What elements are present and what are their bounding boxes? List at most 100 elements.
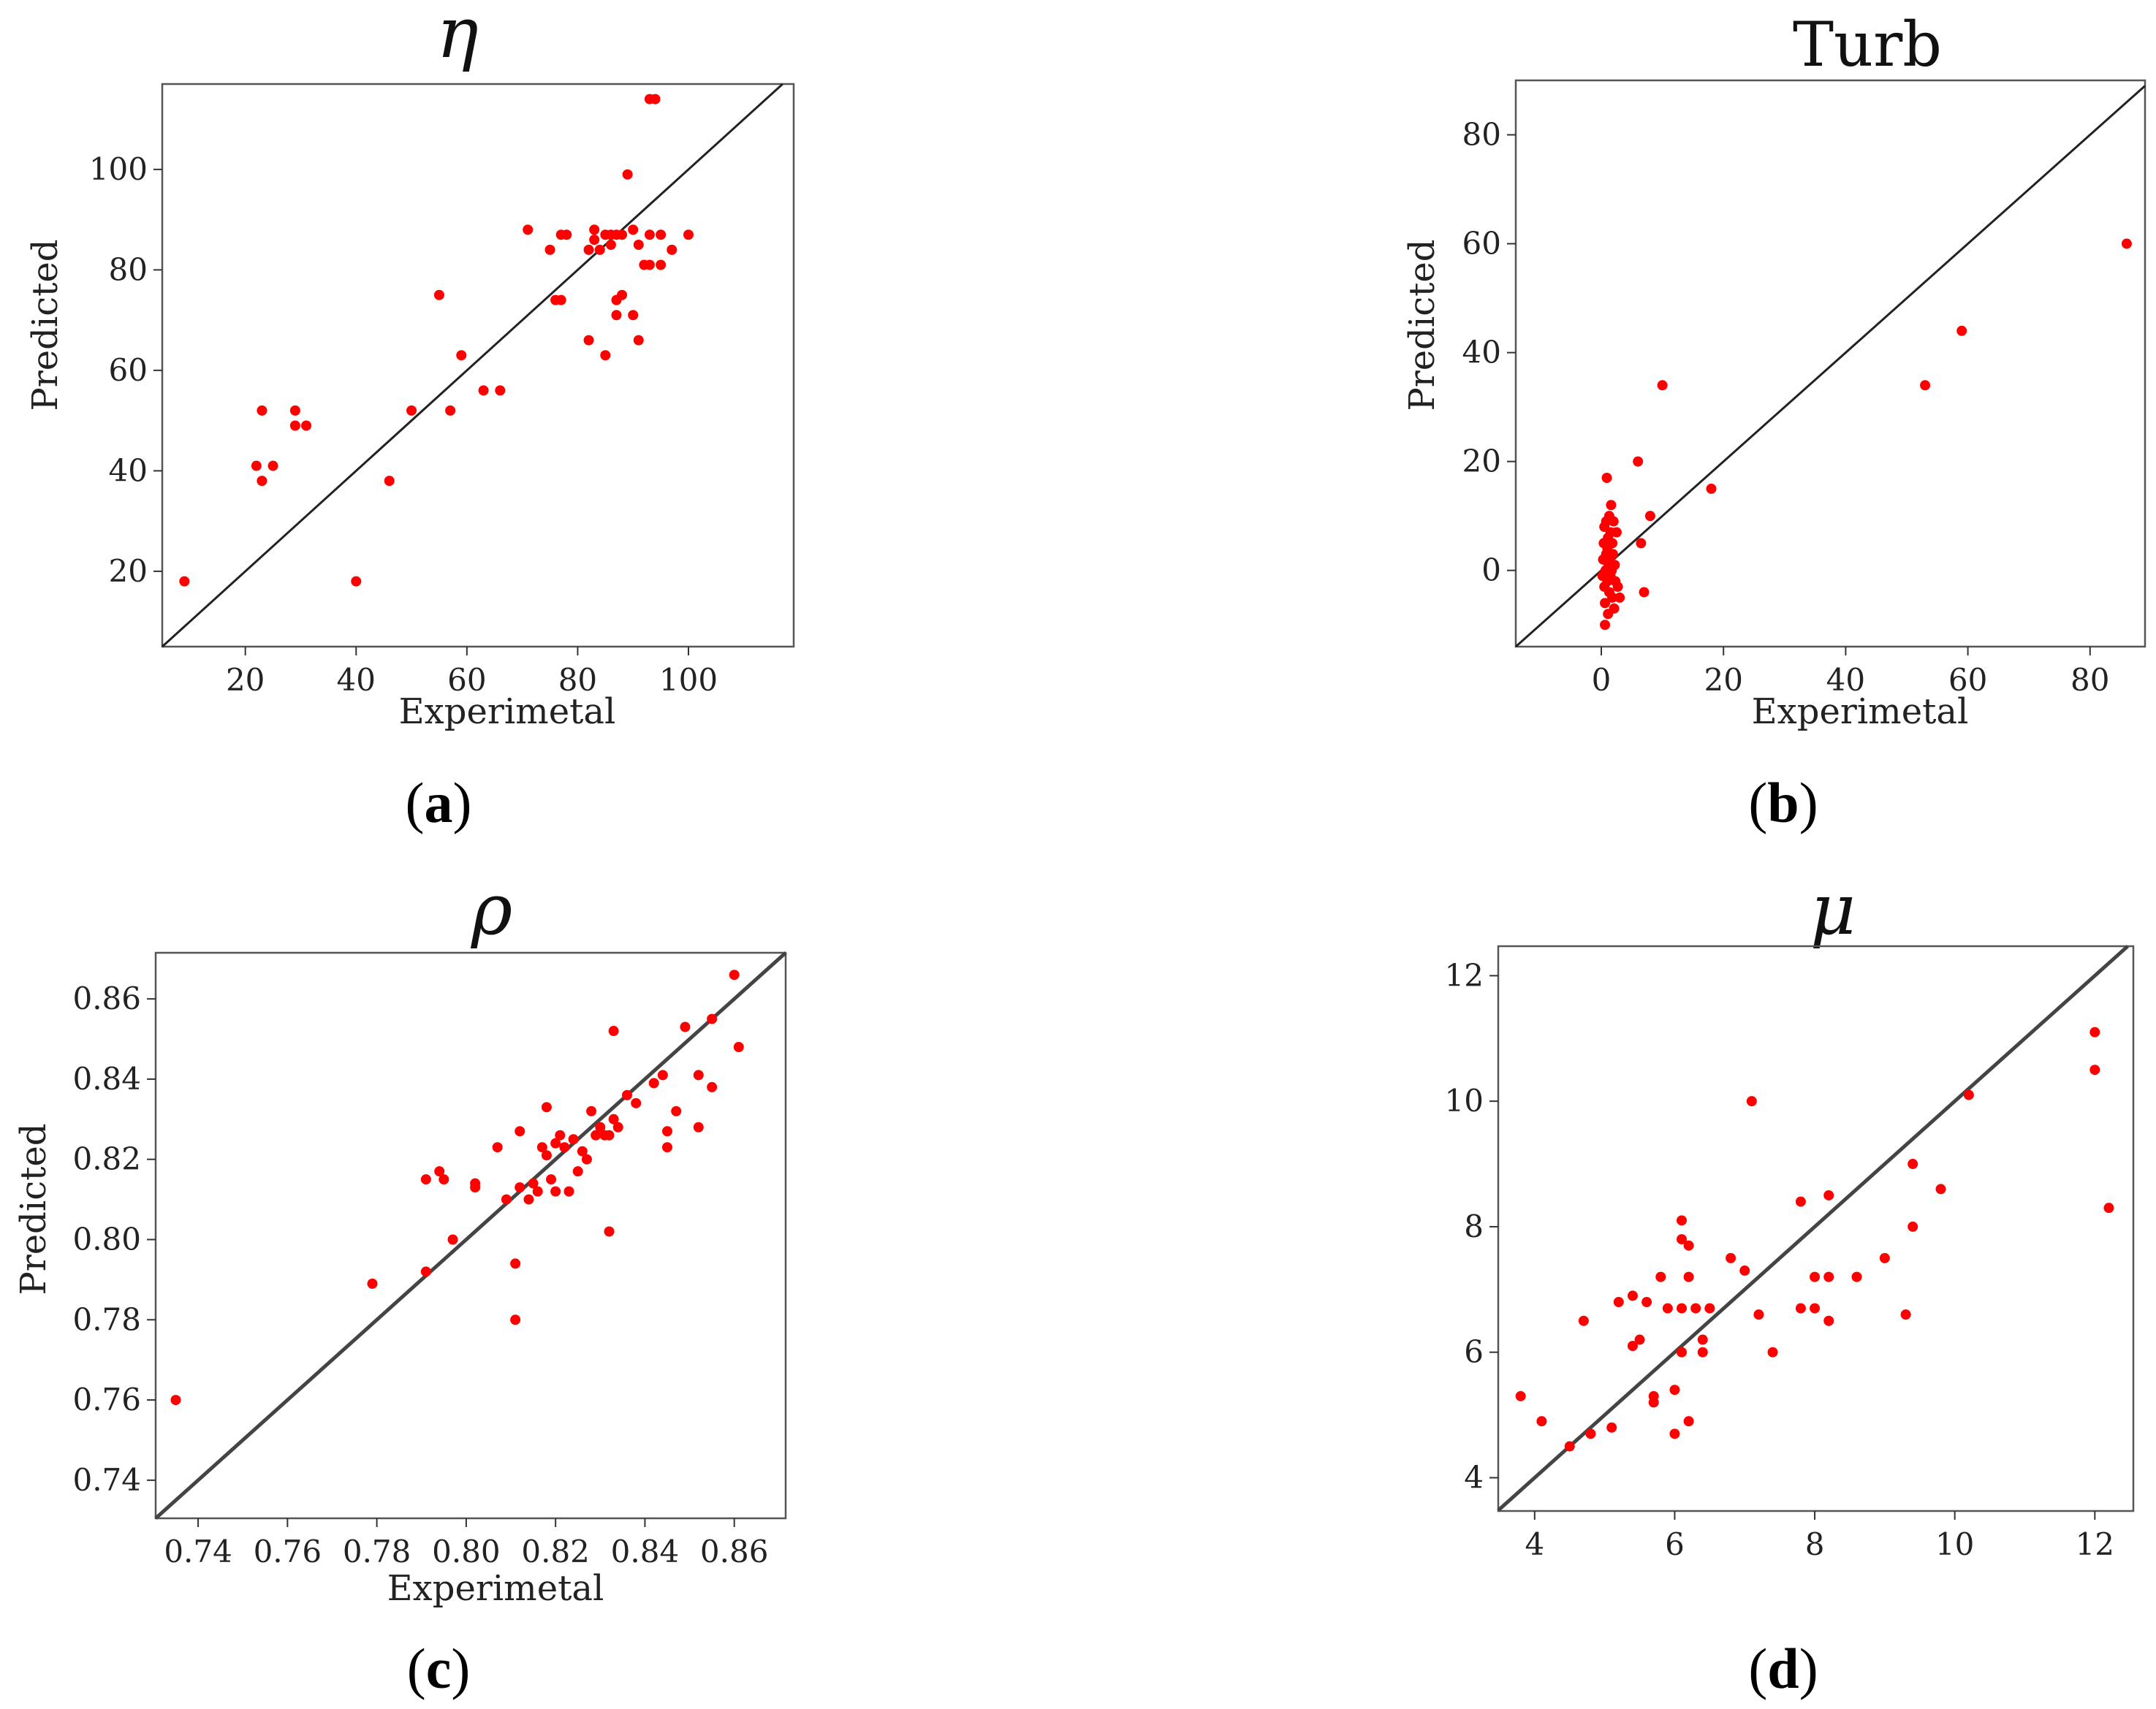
panel-b-ytick-label: 0 [1481, 552, 1501, 588]
panel-c-point [707, 1013, 718, 1024]
panel-b-xtick-label: 20 [1704, 662, 1742, 698]
panel-a-point [301, 420, 312, 431]
panel-d-ytick-label: 10 [1445, 1083, 1484, 1119]
panel-a-point [594, 244, 605, 255]
panel-d-point [1662, 1303, 1673, 1314]
panel-c-point [572, 1166, 583, 1177]
panel-a-ylabel: Predicted [25, 239, 66, 411]
panel-a-point [561, 229, 572, 240]
panel-c-xtick-label: 0.86 [700, 1534, 769, 1569]
panel-c-point [595, 1122, 606, 1133]
panel-c-point [648, 1078, 659, 1089]
panel-c-point [559, 1142, 570, 1153]
panel-c-point [510, 1314, 521, 1325]
panel-c-points [170, 970, 744, 1406]
panel-c-point [591, 1130, 601, 1141]
panel-a-ytick-label: 20 [109, 553, 148, 589]
panel-b-point [1606, 500, 1617, 511]
panel-d-point [1677, 1234, 1688, 1245]
panel-b-xtick-label: 0 [1592, 662, 1612, 698]
panel-c-point [550, 1186, 561, 1197]
panel-a-xtick-label: 40 [337, 662, 376, 698]
panel-a-point [605, 240, 616, 250]
panel-c: ρ 0.74 0.76 0.78 0.80 0.82 0.84 0.86 0.740.760… [13, 869, 787, 1700]
panel-a-point [495, 385, 506, 396]
panel-a-xticks: 20 40 60 80 100 [226, 647, 718, 698]
panel-c-point [612, 1122, 623, 1133]
panel-b-point [1920, 380, 1931, 391]
panel-c-point [523, 1194, 534, 1205]
panel-a-point [456, 350, 467, 361]
panel-d-point [1585, 1428, 1596, 1439]
panel-c-ytick-label: 0.80 [72, 1221, 141, 1257]
panel-a-identity-line [161, 83, 783, 648]
panel-c-point [532, 1186, 543, 1197]
panel-d-point [1677, 1215, 1688, 1226]
panel-d-point [1795, 1196, 1806, 1207]
panel-c-point [470, 1182, 481, 1193]
panel-c-point [367, 1278, 378, 1289]
panel-a-point [617, 289, 628, 300]
panel-c-xtick-label: 0.78 [343, 1534, 411, 1569]
panel-c-point [555, 1130, 566, 1141]
panel-d-point [2103, 1203, 2114, 1214]
panel-a-point [656, 229, 667, 240]
panel-a-point [583, 244, 594, 255]
panel-d-xtick-label: 8 [1805, 1526, 1825, 1562]
panel-c-point [604, 1226, 615, 1237]
panel-a-point [251, 460, 262, 471]
panel-d-point [1683, 1271, 1694, 1282]
panel-b-ytick-label: 40 [1462, 335, 1501, 370]
panel-d-point [1704, 1303, 1715, 1314]
panel-d-point [1677, 1347, 1688, 1358]
panel-a-point [445, 405, 456, 416]
panel-c-identity-line [154, 951, 787, 1520]
panel-c-point [515, 1182, 525, 1193]
panel-d-xtick-label: 6 [1665, 1526, 1685, 1562]
panel-a-ytick-label: 100 [89, 151, 148, 187]
panel-a-point [384, 476, 395, 487]
panel-d-point [1515, 1390, 1526, 1401]
panel-d-point [1648, 1397, 1659, 1408]
panel-d-point [1669, 1428, 1680, 1439]
panel-b-xtick-label: 60 [1948, 662, 1987, 698]
panel-a-yticks: 20 40 60 80 100 [89, 151, 162, 589]
panel-a-point [633, 240, 644, 250]
panel-d-letter: d [1767, 1637, 1799, 1700]
panel-c-label: (c) [407, 1637, 471, 1700]
panel-a-point [683, 229, 694, 240]
panel-a-ytick-label: 60 [109, 352, 148, 388]
panel-c-point [528, 1178, 539, 1189]
panel-a-point [589, 224, 600, 235]
panel-b-label: (b) [1748, 771, 1818, 834]
panel-a-frame [161, 83, 795, 648]
panel-c-point [434, 1166, 445, 1177]
panel-d-point [1726, 1252, 1736, 1263]
panel-c-ytick-label: 0.74 [72, 1462, 141, 1498]
panel-b-xlabel: Experimetal [1752, 691, 1969, 732]
panel-d-identity-line [1497, 945, 2130, 1512]
panel-b-point [1956, 325, 1967, 336]
panel-d-point [1823, 1271, 1834, 1282]
panel-b-yticks: 0 20 40 60 80 [1462, 117, 1516, 588]
panel-b-title: Turb [1793, 9, 1942, 80]
panel-c-ytick-label: 0.86 [72, 981, 141, 1016]
panel-d: μ 4 6 8 10 12 4 6 8 10 12 (d) [1445, 869, 2135, 1700]
panel-b-point [1600, 598, 1611, 609]
panel-c-point [536, 1142, 547, 1153]
panel-d-point [1627, 1341, 1638, 1352]
panel-d-point [1746, 1096, 1757, 1107]
panel-b-ylabel: Predicted [1402, 239, 1443, 411]
panel-a-point [179, 576, 190, 587]
panel-c-point [608, 1026, 619, 1037]
panel-c-point [510, 1258, 521, 1269]
panel-c-point [661, 1126, 672, 1137]
panel-a-point [628, 310, 639, 321]
panel-d-ytick-label: 4 [1464, 1459, 1484, 1495]
panel-b-point [1611, 527, 1622, 538]
panel-d-point [2089, 1065, 2100, 1076]
panel-b-point [1657, 380, 1668, 391]
panel-a-points [179, 94, 694, 587]
panel-d-point [1879, 1252, 1890, 1263]
